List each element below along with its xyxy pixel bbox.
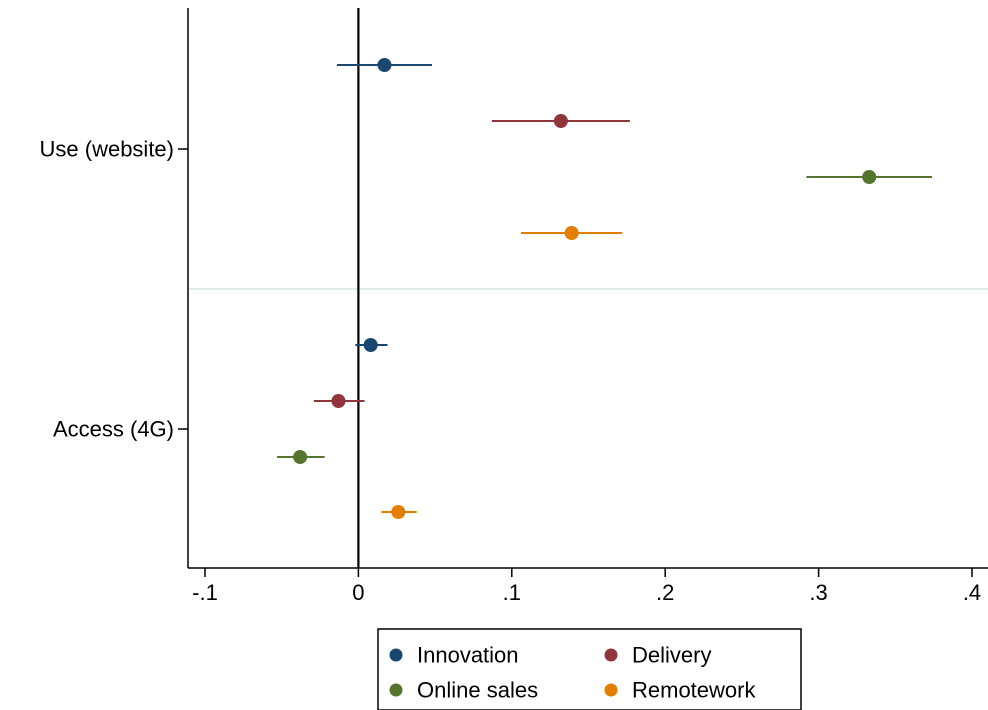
point-estimate bbox=[564, 226, 579, 240]
point-estimate bbox=[391, 505, 406, 519]
legend-marker bbox=[604, 683, 618, 697]
legend-label: Online sales bbox=[417, 678, 538, 703]
legend-box bbox=[377, 628, 802, 710]
point-estimate bbox=[862, 170, 877, 184]
y-tick-label: Use (website) bbox=[40, 137, 174, 162]
legend-marker bbox=[389, 648, 403, 662]
legend-label: Innovation bbox=[417, 643, 519, 668]
legend-label: Delivery bbox=[632, 643, 711, 668]
x-tick-label: .1 bbox=[503, 580, 521, 605]
x-tick-label: .2 bbox=[656, 580, 674, 605]
coefficient-marks bbox=[277, 58, 933, 519]
x-tick-label: .4 bbox=[963, 580, 981, 605]
plot-area: Use (website) Access (4G) -.1 0 .1 .2 .3 .4 bbox=[40, 8, 988, 605]
point-estimate bbox=[363, 338, 378, 352]
legend-marker bbox=[604, 648, 618, 662]
legend: Innovation Delivery Online sales Remotework bbox=[377, 628, 802, 710]
point-estimate bbox=[293, 450, 308, 464]
x-tick-label: 0 bbox=[352, 580, 364, 605]
point-estimate bbox=[377, 58, 392, 72]
point-estimate bbox=[331, 394, 346, 408]
y-tick-label: Access (4G) bbox=[53, 417, 174, 442]
point-estimate bbox=[553, 114, 568, 128]
legend-marker bbox=[389, 683, 403, 697]
legend-label: Remotework bbox=[632, 678, 756, 703]
legend-items: Innovation Delivery Online sales Remotework bbox=[389, 643, 756, 703]
x-tick-label: .3 bbox=[809, 580, 827, 605]
y-axis-ticks: Use (website) Access (4G) bbox=[40, 137, 188, 442]
x-tick-label: -.1 bbox=[192, 580, 218, 605]
x-axis-ticks: -.1 0 .1 .2 .3 .4 bbox=[192, 568, 981, 605]
